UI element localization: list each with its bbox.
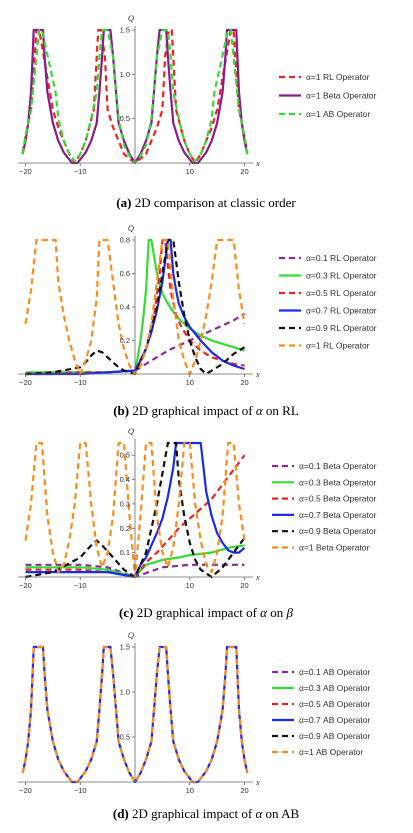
caption-suffix: on RL xyxy=(263,403,299,418)
y-tick-label: 0.3 xyxy=(120,499,130,508)
series-line-2 xyxy=(25,454,246,579)
x-tick-label: 20 xyxy=(240,786,248,795)
caption-symbol: α xyxy=(260,605,268,620)
y-tick-label: 0.4 xyxy=(120,475,130,484)
chart-panel-a: −20 −10 10 20 0.5 1.0 1.5 x Qα=1 RL Operator α=1 … xyxy=(18,13,377,210)
x-tick-label: 10 xyxy=(186,786,194,795)
y-tick-label: 0.4 xyxy=(120,303,130,312)
caption-suffix: on AB xyxy=(262,806,299,821)
y-tick-label: 1.0 xyxy=(120,70,130,79)
legend-label: α=1 Beta Operator xyxy=(299,543,370,553)
legend-label: α=1 Beta Operator xyxy=(306,91,377,101)
series-line-0 xyxy=(25,563,245,579)
y-tick-label: 1.0 xyxy=(120,688,130,697)
figure-caption: (d) 2D graphical impact of α on AB xyxy=(113,806,300,821)
chart-panel-b: −20 −10 10 20 0.2 0.4 0.6 0.8 x Qα=0.1 RL Operato… xyxy=(18,223,377,418)
x-tick-label: 10 xyxy=(186,378,194,387)
series-line-5 xyxy=(24,238,246,376)
chart-panel-c: −20 −10 10 20 0.1 0.2 0.3 0.4 0.5 x Qα=0.1 Beta Op… xyxy=(18,426,377,620)
x-axis-label: x xyxy=(255,369,260,379)
series-line-5 xyxy=(21,645,249,784)
figure-caption: (c) 2D graphical impact of α on β xyxy=(119,605,293,620)
caption-suffix: on xyxy=(267,605,287,620)
legend-label: α=0.3 AB Operator xyxy=(299,683,370,693)
y-tick-label: 0.2 xyxy=(120,524,130,533)
x-tick-label: −10 xyxy=(74,167,87,176)
legend-label: α=0.7 Beta Operator xyxy=(299,510,377,520)
caption-symbol-2: β xyxy=(286,605,294,620)
y-tick-label: 0.5 xyxy=(120,114,130,123)
legend-label: α=0.9 RL Operator xyxy=(306,323,377,333)
x-tick-label: −20 xyxy=(19,581,32,590)
x-tick-label: 10 xyxy=(186,581,194,590)
y-tick-label: 0.5 xyxy=(120,451,130,460)
caption-label: (d) xyxy=(113,806,129,821)
x-tick-label: −10 xyxy=(74,378,87,387)
caption-text: 2D graphical impact of xyxy=(133,605,260,620)
y-axis-label: Q xyxy=(128,630,134,640)
y-tick-label: 0.6 xyxy=(120,269,130,278)
caption-symbol: α xyxy=(255,806,263,821)
legend-label: α=0.1 AB Operator xyxy=(299,667,370,677)
y-tick-label: 0.1 xyxy=(120,548,130,557)
caption-label: (b) xyxy=(113,403,129,418)
x-tick-label: −20 xyxy=(19,786,32,795)
y-tick-label: 1.5 xyxy=(120,26,130,35)
chart-panel-d: −20 −10 10 20 0.5 1.0 1.5 x Qα=0.1 AB Operator α=… xyxy=(18,630,370,821)
y-tick-label: 0.2 xyxy=(120,336,130,345)
legend-label: α=1 RL Operator xyxy=(306,341,370,351)
legend-label: α=0.3 Beta Operator xyxy=(299,477,377,487)
figure-caption: (a) 2D comparison at classic order xyxy=(116,195,296,210)
caption-text: 2D graphical impact of xyxy=(129,403,256,418)
legend-label: α=0.1 RL Operator xyxy=(306,253,377,263)
y-axis-label: Q xyxy=(128,223,134,233)
legend-label: α=1 AB Operator xyxy=(299,747,363,757)
x-tick-label: −20 xyxy=(19,378,32,387)
caption-label: (c) xyxy=(119,605,133,620)
y-axis-label: Q xyxy=(128,13,134,23)
legend-label: α=0.1 Beta Operator xyxy=(299,461,377,471)
y-axis-label: Q xyxy=(128,426,134,436)
legend-label: α=0.9 AB Operator xyxy=(299,731,370,741)
x-axis-label: x xyxy=(255,777,260,787)
x-tick-label: 20 xyxy=(240,167,248,176)
caption-label: (a) xyxy=(116,195,131,210)
figure-caption: (b) 2D graphical impact of α on RL xyxy=(113,403,299,418)
y-tick-label: 1.5 xyxy=(120,643,130,652)
legend-label: α=0.7 AB Operator xyxy=(299,715,370,725)
caption-text: 2D graphical impact of xyxy=(129,806,256,821)
legend-label: α=0.5 RL Operator xyxy=(306,288,377,298)
caption-symbol: α xyxy=(256,403,264,418)
x-tick-label: 20 xyxy=(240,378,248,387)
y-tick-label: 0.8 xyxy=(120,236,130,245)
legend-label: α=1 AB Operator xyxy=(306,109,370,119)
legend-label: α=0.9 Beta Operator xyxy=(299,526,377,536)
legend-label: α=0.5 Beta Operator xyxy=(299,494,377,504)
y-tick-label: 0.5 xyxy=(120,733,130,742)
x-axis-label: x xyxy=(255,572,260,582)
x-tick-label: 20 xyxy=(240,581,248,590)
series-line-4 xyxy=(25,441,246,579)
x-tick-label: −10 xyxy=(74,581,87,590)
x-tick-label: −20 xyxy=(19,167,32,176)
caption-text: 2D comparison at classic order xyxy=(131,195,296,210)
x-tick-label: −10 xyxy=(74,786,87,795)
x-axis-label: x xyxy=(255,158,260,168)
x-tick-label: 10 xyxy=(186,167,194,176)
legend-label: α=0.7 RL Operator xyxy=(306,306,377,316)
legend-label: α=1 RL Operator xyxy=(306,72,370,82)
legend-label: α=0.5 AB Operator xyxy=(299,699,370,709)
legend-label: α=0.3 RL Operator xyxy=(306,271,377,281)
series-line-1 xyxy=(25,238,245,374)
